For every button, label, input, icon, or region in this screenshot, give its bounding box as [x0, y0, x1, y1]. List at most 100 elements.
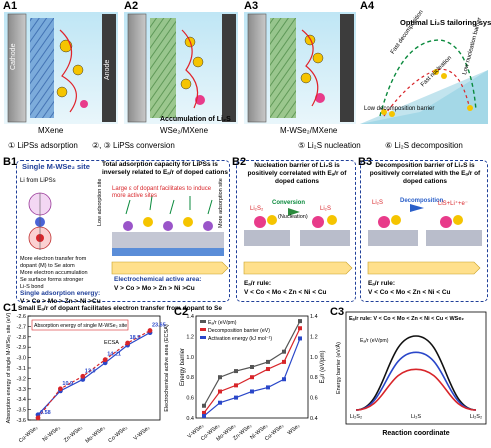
ecsa-label: Electrochemical active area: — [114, 276, 202, 283]
c3-series-curve — [355, 335, 477, 411]
c2-y-tick-label: 0.6 — [186, 396, 194, 402]
a2-caption: WSe₂/MXene — [160, 126, 209, 135]
panel-label-a1: A1 — [3, 0, 18, 12]
more-accumulation-note: More electron accumulation — [20, 270, 88, 276]
c1-point — [35, 415, 41, 421]
b3-products-label: LiS+Li⁺+e⁻ — [438, 201, 469, 207]
single-ads-energy-label: Single adsorption energy: — [20, 290, 101, 297]
c3-x-label: Li₂S₂ — [350, 414, 362, 420]
c1-title: Small Eₐ/r of dopant facilitates electro… — [18, 305, 222, 312]
c1-point — [80, 373, 86, 379]
c2-point — [202, 403, 206, 408]
ecsa-order: V > Co > Mo > Zn > Ni >Cu — [114, 285, 195, 292]
b2-frame — [236, 160, 356, 302]
c1-y-tick-label: -3.2 — [17, 376, 26, 382]
c2-y2-tick-label: 1.0 — [310, 355, 318, 361]
c1-y-tick-label: -3.1 — [17, 366, 26, 372]
c2-legend-label: Eₐ/r (eV/pm) — [208, 320, 237, 326]
more-transfer-note: More electron transfer from dopant (M) t… — [20, 256, 87, 269]
c1-point — [125, 340, 130, 346]
c1-data-label: 23.65 — [152, 323, 166, 329]
c2-point — [218, 375, 222, 380]
c2-point — [250, 365, 254, 369]
c1-y-tick-label: -2.9 — [17, 345, 26, 351]
c1-data-label: 18.5 — [130, 335, 141, 341]
c3-plot-frame — [345, 311, 487, 425]
c2-point — [298, 336, 302, 341]
b2-title: Nucleation barrier of Li₂S is positively… — [247, 162, 347, 185]
c2-legend-label: Activation energy (kJ mol⁻¹) — [208, 336, 272, 342]
li-s-bond-note: Li-S bond — [20, 284, 44, 290]
c3-x-label: Li₂S₂ — [470, 414, 482, 420]
panel-label-b1: B1 — [3, 156, 18, 168]
b3-title: Decomposition barrier of Li₂S is positiv… — [369, 162, 481, 185]
c2-point — [234, 383, 238, 388]
c1-y2label: Electrochemical active area (ECSA) — [164, 324, 170, 412]
li-from-lips: Li from LiPSs — [20, 178, 56, 184]
c2-y-tick-label: 1.2 — [186, 334, 194, 340]
b2-li2s2-label: Li₂S₂ — [250, 206, 264, 212]
c2-point — [250, 375, 254, 380]
c1-ecsa-tag: ECSA — [104, 340, 119, 346]
accumulation-label: Accumulation of Li₂S — [160, 116, 231, 123]
c2-y2-tick-label: 1.2 — [310, 334, 318, 340]
c2-point — [282, 349, 286, 354]
c3-series-curve — [355, 368, 477, 411]
c2-point — [266, 367, 270, 372]
c2-point — [202, 413, 206, 418]
c2-point — [266, 359, 270, 364]
c2-ylabel: Energy barrier — [180, 348, 186, 386]
c2-point — [282, 359, 286, 364]
c1-y-tick-label: -2.7 — [17, 324, 26, 330]
single-ads-order: V > Co > Mo > Zn > Ni >Cu — [20, 298, 101, 305]
c2-y-tick-label: 0.8 — [186, 375, 194, 381]
panel-label-c3: C3 — [330, 306, 345, 318]
c2-y2-tick-label: 0.6 — [310, 396, 318, 402]
b2-li2s-label: Li₂S — [320, 206, 332, 212]
step-2-3: ②, ③ LiPSs conversion — [92, 141, 175, 150]
panel-label-c2: C2 — [174, 306, 189, 318]
c3-x-label: Li₂S — [411, 414, 421, 420]
a4-title: Optimal Li₂S tailoring system — [400, 18, 491, 27]
b1-title: Single M-WSe₂ site — [22, 162, 90, 171]
c2-point — [234, 395, 238, 400]
c1-y-tick-label: -3.5 — [17, 408, 26, 414]
low-decomposition-barrier-label: Low decomposition barrier — [364, 106, 435, 112]
panel-label-c1: C1 — [3, 302, 18, 314]
c2-y-tick-label: 1.0 — [186, 355, 194, 361]
b1-subtitle: Total adsorption capacity for LiPSs is i… — [102, 161, 228, 176]
c1-y-tick-label: -3.4 — [17, 397, 26, 403]
c1-y-tick-label: -2.8 — [17, 335, 26, 341]
a3-caption: M-WSe₂/MXene — [280, 126, 338, 135]
c2-legend-label: Decomposition barrier (eV) — [208, 328, 270, 334]
c2-point — [218, 389, 222, 394]
panel-label-a2: A2 — [124, 0, 139, 12]
c1-y-tick-label: -3.6 — [17, 418, 26, 424]
stronger-note: Se surface forms stronger — [20, 277, 84, 283]
step-1: ① LiPSs adsorption — [8, 141, 78, 150]
c1-point — [58, 386, 63, 392]
a3-scene — [244, 12, 356, 124]
c1-inset-box — [31, 319, 129, 331]
b2-conversion-label: Conversion — [272, 200, 306, 206]
c1-data-label: 13.9 — [85, 368, 96, 374]
c1-y-tick-label: -3.0 — [17, 356, 26, 362]
c2-legend-swatch — [200, 328, 206, 331]
c1-inset-label: Absorption energy of single M-WSe₂ site — [34, 323, 127, 329]
c2-point — [298, 319, 302, 324]
a1-caption: MXene — [38, 126, 64, 135]
c1-data-label: 14.21 — [107, 352, 121, 358]
a1-scene — [4, 12, 118, 124]
step-5: ⑤ Li₂S nucleation — [298, 141, 361, 150]
c1-ylabel: Absorption energy of single M-WSe₂ site … — [6, 313, 12, 424]
b2-order: V < Co < Mo < Zn < Ni < Cu — [244, 289, 327, 296]
c3-title: Eₐ/r rule: V < Co < Mo < Zn < Ni < Cu < … — [349, 316, 464, 322]
c1-series-line — [37, 330, 151, 419]
c1-point — [102, 357, 108, 363]
dopant-sites-note: Large ε of dopant facilitates to induce … — [112, 186, 212, 199]
